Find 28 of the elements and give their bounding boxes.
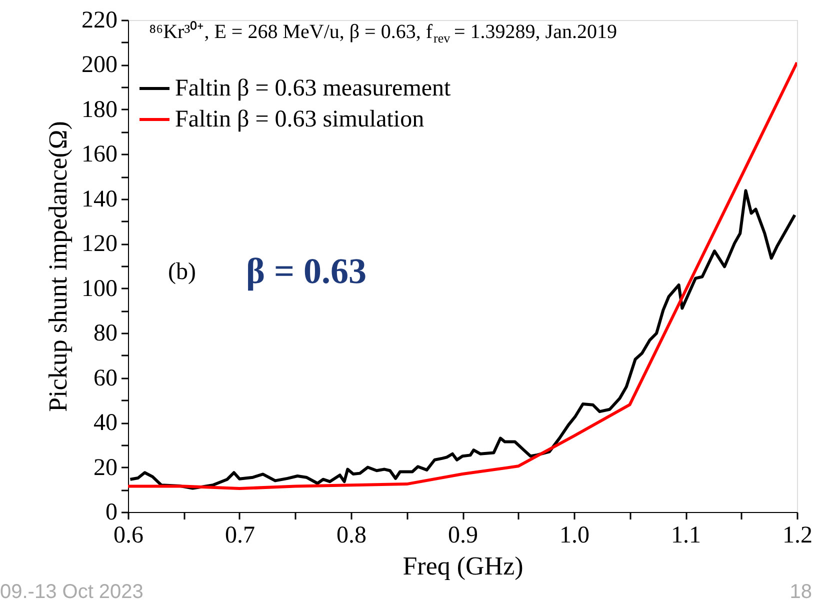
legend-label: Faltin β = 0.63 measurement xyxy=(175,76,452,102)
x-tick-label: 0.8 xyxy=(336,522,366,548)
y-tick-label: 160 xyxy=(82,142,118,168)
y-tick-label: 220 xyxy=(82,8,118,34)
annotation: (b) xyxy=(168,259,196,285)
text: 18 xyxy=(790,581,812,600)
y-tick-label: 100 xyxy=(82,276,118,302)
text: 09.-13 Oct 2023 xyxy=(0,581,144,600)
y-tick-label: 20 xyxy=(94,454,118,481)
y-tick-label: 140 xyxy=(82,186,118,212)
y-tick-label: 80 xyxy=(94,320,118,347)
legend-label: Faltin β = 0.63 simulation xyxy=(175,106,424,132)
annotation: β = 0.63 xyxy=(246,251,366,291)
x-axis-title: Freq (GHz) xyxy=(402,552,524,580)
x-tick-label: 1.2 xyxy=(782,522,812,548)
y-tick-label: 40 xyxy=(94,410,118,436)
x-tick-label: 1.0 xyxy=(560,522,590,548)
y-axis-title: Pickup shunt impedance(Ω) xyxy=(44,121,72,412)
y-tick-label: 120 xyxy=(82,231,118,258)
x-tick-label: 0.7 xyxy=(225,522,255,548)
y-tick-label: 60 xyxy=(94,365,118,392)
x-tick-label: 0.6 xyxy=(114,522,144,548)
x-tick-label: 0.9 xyxy=(448,522,478,548)
y-tick-label: 0 xyxy=(106,500,118,526)
y-tick-label: 180 xyxy=(82,96,118,123)
x-tick-label: 1.1 xyxy=(671,522,701,548)
y-tick-label: 200 xyxy=(82,52,118,78)
line-series xyxy=(128,60,797,490)
